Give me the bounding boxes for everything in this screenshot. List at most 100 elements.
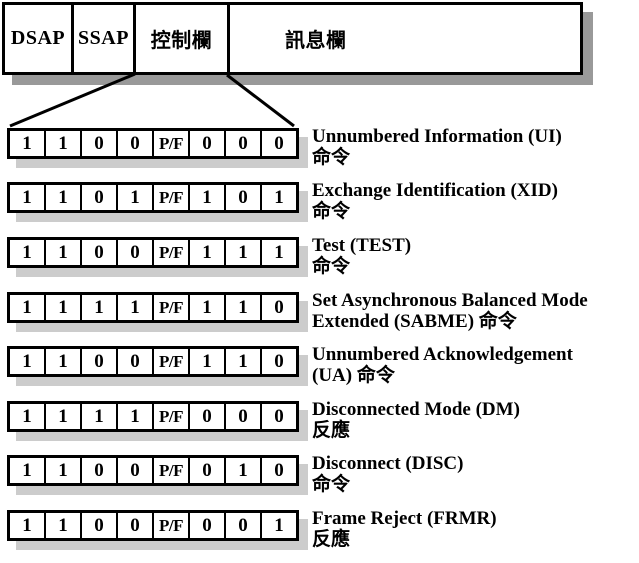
control-bits-row: 1 1 1 1 P/F 1 1 0 <box>7 292 299 323</box>
bit-cell: 1 <box>10 185 46 210</box>
frame-type-label: Exchange Identification (XID) 命令 <box>312 180 558 223</box>
bit-cell: 0 <box>118 349 154 374</box>
frame-type-name: Set Asynchronous Balanced Mode <box>312 290 588 311</box>
field-info: 訊息欄 <box>285 30 347 52</box>
bit-cell: 1 <box>226 240 262 265</box>
control-bits-row: 1 1 0 0 P/F 1 1 1 <box>7 237 299 268</box>
frame-type-name: Disconnect (DISC) <box>312 453 464 474</box>
frame-type-name: Test (TEST) <box>312 235 412 256</box>
bit-cell: 0 <box>190 404 226 429</box>
bit-cell: 1 <box>10 295 46 320</box>
bit-cell: 1 <box>274 186 284 208</box>
poll-final-bit-cell: P/F <box>154 131 190 156</box>
poll-final-bit-cell: P/F <box>154 349 190 374</box>
frame-type-label: Disconnected Mode (DM) 反應 <box>312 399 520 442</box>
frame-type-name: Frame Reject (FRMR) <box>312 508 497 529</box>
bit-cell: 0 <box>82 349 118 374</box>
control-bits-row: 1 1 0 0 P/F 0 0 0 <box>7 128 299 159</box>
bit-cell: 1 <box>190 295 226 320</box>
field-ssap: SSAP <box>74 5 136 72</box>
frame-type-kind: (UA) 命令 <box>312 365 395 386</box>
bit-cell: 1 <box>274 514 284 536</box>
bit-cell: 1 <box>82 404 118 429</box>
bit-cell: 1 <box>46 295 82 320</box>
bit-cell: 0 <box>274 405 284 427</box>
frame-type-name: Unnumbered Acknowledgement <box>312 344 573 365</box>
bit-cell: 1 <box>46 404 82 429</box>
bit-cell: 1 <box>226 295 262 320</box>
bit-cell: 0 <box>226 404 262 429</box>
frame-type-kind: 命令 <box>312 474 351 495</box>
poll-final-bit-cell: P/F <box>154 295 190 320</box>
bit-cell: 1 <box>46 185 82 210</box>
bit-cell: 1 <box>190 240 226 265</box>
frame-type-name: Disconnected Mode (DM) <box>312 399 520 420</box>
control-bits-row: 1 1 0 0 P/F 1 1 0 <box>7 346 299 377</box>
bit-cell: 1 <box>118 185 154 210</box>
bit-cell: 0 <box>118 458 154 483</box>
bit-cell: 1 <box>10 131 46 156</box>
bit-cell: 1 <box>46 240 82 265</box>
frame-type-kind: 命令 <box>312 147 351 168</box>
frame-type-label: Disconnect (DISC) 命令 <box>312 453 463 496</box>
bit-cell: 1 <box>118 404 154 429</box>
field-dsap: DSAP <box>5 5 74 72</box>
control-bits-row: 1 1 0 0 P/F 0 0 1 <box>7 510 299 541</box>
control-bits-row: 1 1 1 1 P/F 0 0 0 <box>7 401 299 432</box>
bit-cell: 1 <box>10 240 46 265</box>
bit-cell: 0 <box>190 131 226 156</box>
poll-final-bit-cell: P/F <box>154 240 190 265</box>
poll-final-bit-cell: P/F <box>154 185 190 210</box>
bit-cell: 1 <box>10 349 46 374</box>
llc-frame: DSAP SSAP 控制欄 訊息欄 <box>2 2 583 75</box>
bit-cell: 0 <box>118 240 154 265</box>
bit-cell: 0 <box>82 131 118 156</box>
frame-type-kind: 反應 <box>312 420 351 441</box>
frame-type-label: Unnumbered Information (UI) 命令 <box>312 126 562 169</box>
poll-final-bit-cell: P/F <box>154 513 190 538</box>
bit-cell: 0 <box>226 131 262 156</box>
frame-type-label: Test (TEST) 命令 <box>312 235 411 278</box>
bit-cell: 0 <box>190 458 226 483</box>
bit-cell: 0 <box>274 350 284 372</box>
bit-cell: 1 <box>118 295 154 320</box>
frame-type-label: Unnumbered Acknowledgement (UA) 命令 <box>312 344 573 387</box>
frame-type-label: Set Asynchronous Balanced Mode Extended (… <box>312 290 588 333</box>
bit-cell: 0 <box>82 185 118 210</box>
bit-cell: 1 <box>10 513 46 538</box>
bit-cell: 1 <box>46 131 82 156</box>
bit-cell: 1 <box>82 295 118 320</box>
field-control: 控制欄 <box>136 5 230 72</box>
control-bits-row: 1 1 0 0 P/F 0 1 0 <box>7 455 299 486</box>
bit-cell: 1 <box>226 349 262 374</box>
bit-cell: 1 <box>10 458 46 483</box>
bit-cell: 0 <box>118 513 154 538</box>
bit-cell: 0 <box>274 459 284 481</box>
frame-type-kind: 命令 <box>312 201 351 222</box>
bit-cell: 0 <box>118 131 154 156</box>
fanout-line-left <box>9 72 136 128</box>
frame-type-kind: 命令 <box>312 256 351 277</box>
bit-cell: 0 <box>82 458 118 483</box>
bit-cell: 1 <box>190 349 226 374</box>
bit-cell: 1 <box>46 458 82 483</box>
bit-cell: 0 <box>82 240 118 265</box>
frame-type-label: Frame Reject (FRMR) 反應 <box>312 508 497 551</box>
bit-cell: 1 <box>274 241 284 263</box>
frame-type-kind: 反應 <box>312 529 351 550</box>
bit-cell: 1 <box>10 404 46 429</box>
fanout-line-right <box>226 73 295 128</box>
poll-final-bit-cell: P/F <box>154 458 190 483</box>
frame-type-name: Exchange Identification (XID) <box>312 180 558 201</box>
frame-type-kind: Extended (SABME) 命令 <box>312 311 517 332</box>
control-bits-row: 1 1 0 1 P/F 1 0 1 <box>7 182 299 213</box>
frame-type-name: Unnumbered Information (UI) <box>312 126 562 147</box>
bit-cell: 1 <box>46 513 82 538</box>
bit-cell: 1 <box>46 349 82 374</box>
bit-cell: 0 <box>226 185 262 210</box>
bit-cell: 1 <box>190 185 226 210</box>
bit-cell: 1 <box>226 458 262 483</box>
bit-cell: 0 <box>190 513 226 538</box>
bit-cell: 0 <box>82 513 118 538</box>
